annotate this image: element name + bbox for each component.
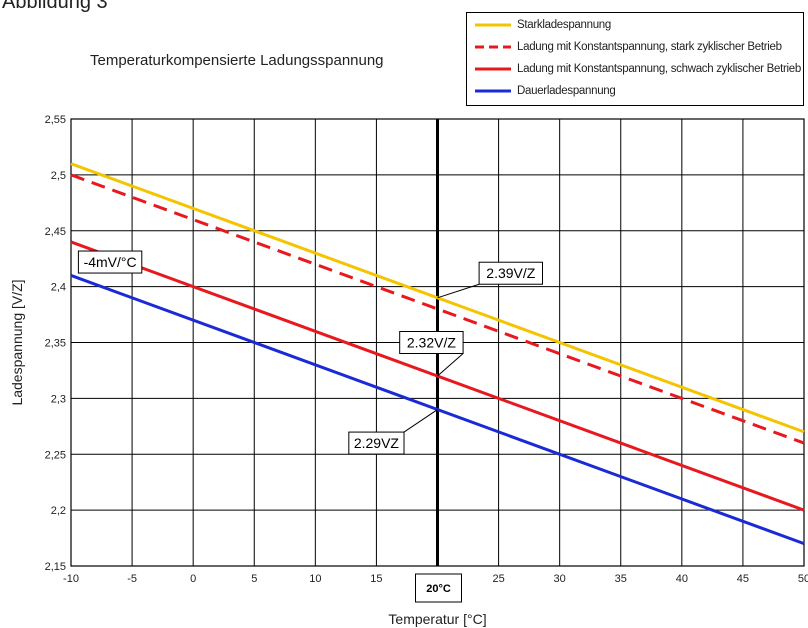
x-tick-box-20c <box>415 573 462 603</box>
legend-label: Ladung mit Konstantspannung, schwach zyk… <box>517 63 801 75</box>
y-tick-label: 2,25 <box>45 449 66 461</box>
legend: Starkladespannung Ladung mit Konstantspa… <box>466 12 804 106</box>
x-tick-label: -5 <box>127 573 137 585</box>
legend-label: Starkladespannung <box>517 19 612 31</box>
x-tick-label: 45 <box>737 573 749 585</box>
legend-swatch-red <box>475 67 511 71</box>
annotation-box-2 <box>399 331 464 354</box>
y-tick-label: 2,15 <box>45 561 66 573</box>
annotation-box-0 <box>77 250 143 274</box>
chart-title: Temperaturkompensierte Ladungsspannung <box>90 52 384 69</box>
y-tick-label: 2,45 <box>45 226 66 238</box>
x-tick-label: 50 <box>798 573 808 585</box>
annotation-label-0: -4mV/°C <box>84 254 137 270</box>
legend-item-starkladespannung: Starkladespannung <box>475 15 611 35</box>
x-tick-label: 10 <box>309 573 321 585</box>
y-axis-label: Ladespannung [V/Z] <box>9 279 25 405</box>
legend-swatch-yellow <box>475 23 511 27</box>
legend-label: Dauerladespannung <box>517 85 616 97</box>
annotation-pointer-1 <box>437 283 480 299</box>
x-tick-label: 25 <box>492 573 504 585</box>
legend-swatch-red-dashed <box>475 45 511 49</box>
figure-title: Abbildung 3 <box>2 0 108 13</box>
y-tick-label: 2,3 <box>51 393 66 405</box>
annotation-label-3: 2.29VZ <box>354 435 400 451</box>
annotation-pointer-3 <box>403 409 438 433</box>
x-tick-label: 15 <box>370 573 382 585</box>
y-tick-label: 2,4 <box>51 282 66 294</box>
legend-item-dauerladespannung: Dauerladespannung <box>475 81 616 101</box>
annotation-box-1 <box>478 261 544 285</box>
y-tick-label: 2,55 <box>45 114 66 126</box>
x-tick-label: 5 <box>251 573 257 585</box>
annotation-label-2: 2.32V/Z <box>407 335 456 351</box>
x-tick-label: 35 <box>615 573 627 585</box>
annotation-box-3 <box>348 431 405 455</box>
x-tick-label-20c: 20°C <box>426 583 451 595</box>
legend-label: Ladung mit Konstantspannung, stark zykli… <box>517 41 782 53</box>
series-line-1 <box>70 173 805 445</box>
y-tick-label: 2,35 <box>45 338 66 350</box>
legend-item-schwach-zyklisch: Ladung mit Konstantspannung, schwach zyk… <box>475 59 801 79</box>
legend-item-stark-zyklisch: Ladung mit Konstantspannung, stark zykli… <box>475 37 782 57</box>
y-tick-label: 2,5 <box>51 170 66 182</box>
annotation-label-1: 2.39V/Z <box>486 265 535 281</box>
x-tick-label: -10 <box>63 573 79 585</box>
x-tick-label: 30 <box>554 573 566 585</box>
annotation-pointer-2 <box>437 353 464 377</box>
y-tick-label: 2,2 <box>51 505 66 517</box>
x-tick-label: 40 <box>676 573 688 585</box>
x-axis-label: Temperatur [°C] <box>388 611 486 627</box>
x-tick-label: 0 <box>190 573 196 585</box>
legend-swatch-blue <box>475 89 511 93</box>
